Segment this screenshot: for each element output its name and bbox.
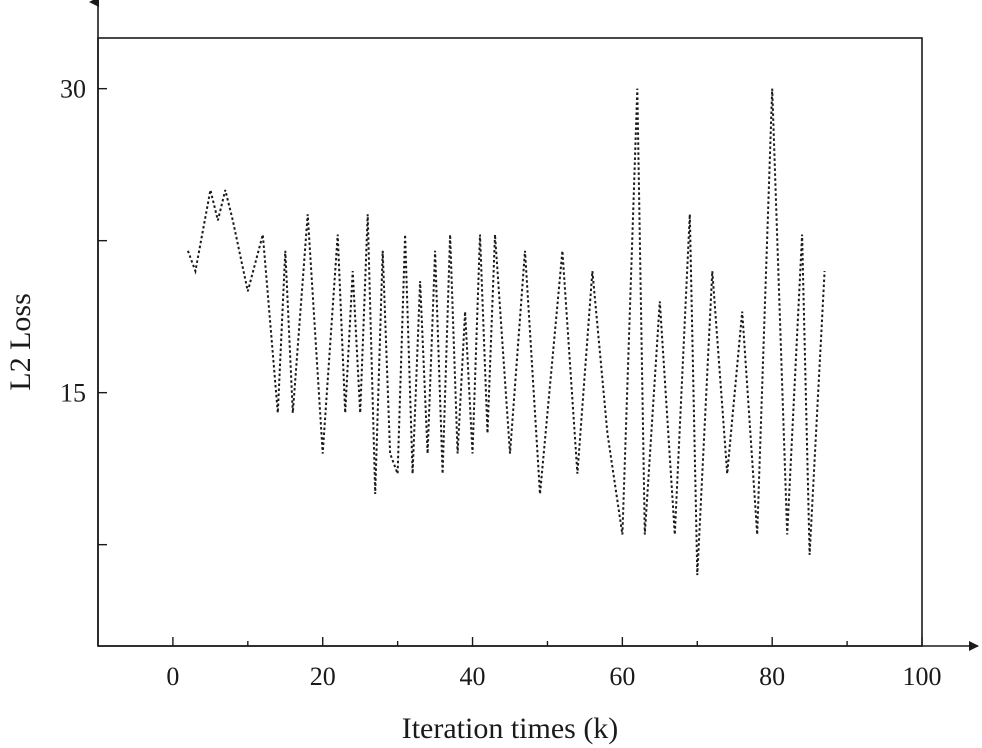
x-tick-label: 60 bbox=[609, 662, 635, 691]
y-axis-title: L2 Loss bbox=[4, 293, 37, 391]
x-tick-label: 80 bbox=[759, 662, 785, 691]
x-tick-label: 0 bbox=[166, 662, 179, 691]
y-tick-label: 15 bbox=[60, 379, 86, 408]
x-tick-label: 20 bbox=[310, 662, 336, 691]
y-tick-label: 30 bbox=[60, 75, 86, 104]
x-axis-ticks: 0 20 40 60 80 100 bbox=[166, 637, 942, 691]
l2-loss-series-line bbox=[186, 88, 826, 576]
x-tick-label: 40 bbox=[460, 662, 486, 691]
plot-frame bbox=[97, 37, 923, 647]
x-tick-label: 100 bbox=[903, 662, 942, 691]
x-axis-title: Iteration times (k) bbox=[402, 712, 619, 745]
